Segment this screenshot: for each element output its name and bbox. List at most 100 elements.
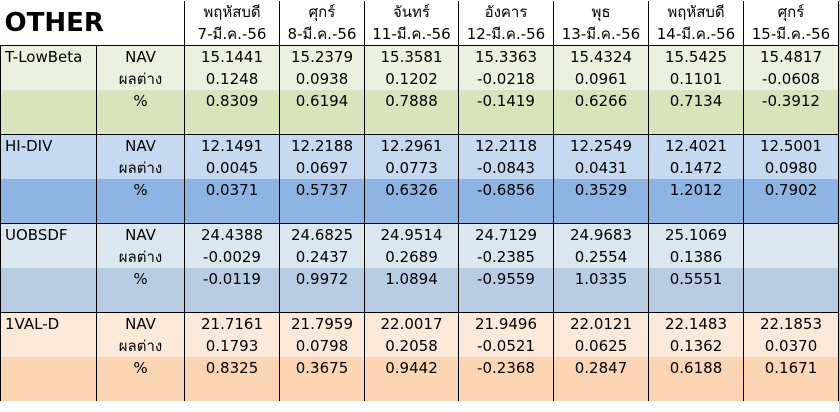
pct-value-cell[interactable]: -0.1419 — [458, 90, 554, 112]
nav-value-cell[interactable]: 21.7161 — [184, 312, 280, 335]
diff-value-cell[interactable]: 0.1202 — [364, 68, 459, 90]
pct-value-cell[interactable]: 0.3675 — [279, 357, 365, 379]
empty-cell[interactable] — [0, 179, 97, 201]
row-label-cell[interactable]: NAV — [96, 312, 185, 335]
empty-cell[interactable] — [96, 201, 185, 224]
pct-value-cell[interactable]: 0.6188 — [648, 357, 744, 379]
pct-value-cell[interactable]: 0.6194 — [279, 90, 365, 112]
empty-cell[interactable] — [96, 379, 185, 401]
nav-value-cell[interactable]: 15.3363 — [458, 45, 554, 68]
pct-value-cell[interactable]: 1.2012 — [648, 179, 744, 201]
diff-value-cell[interactable]: 0.0773 — [364, 157, 459, 179]
pct-value-cell[interactable]: 0.7134 — [648, 90, 744, 112]
diff-value-cell[interactable]: 0.0980 — [743, 157, 839, 179]
pct-value-cell[interactable]: 0.5737 — [279, 179, 365, 201]
pct-value-cell[interactable]: -0.3912 — [743, 90, 839, 112]
diff-value-cell[interactable]: -0.0843 — [458, 157, 554, 179]
row-label-cell[interactable]: % — [96, 268, 185, 290]
pct-value-cell[interactable]: 0.5551 — [648, 268, 744, 290]
empty-cell[interactable] — [184, 112, 280, 135]
pct-value-cell[interactable]: 0.7888 — [364, 90, 459, 112]
header-date-cell[interactable]: 11-มี.ค.-56 — [364, 23, 459, 46]
empty-cell[interactable] — [96, 112, 185, 135]
empty-cell[interactable] — [0, 268, 97, 290]
nav-value-cell[interactable]: 15.5425 — [648, 45, 744, 68]
diff-value-cell[interactable]: -0.0218 — [458, 68, 554, 90]
empty-cell[interactable] — [0, 201, 97, 224]
pct-value-cell[interactable]: 0.8309 — [184, 90, 280, 112]
pct-value-cell[interactable]: 0.6266 — [553, 90, 649, 112]
row-label-cell[interactable]: % — [96, 357, 185, 379]
nav-value-cell[interactable]: 22.1483 — [648, 312, 744, 335]
fund-name-cell[interactable]: 1VAL-D — [0, 312, 97, 335]
diff-value-cell[interactable]: 0.1472 — [648, 157, 744, 179]
nav-value-cell[interactable]: 22.1853 — [743, 312, 839, 335]
pct-value-cell[interactable]: -0.2368 — [458, 357, 554, 379]
empty-cell[interactable] — [364, 290, 459, 313]
diff-value-cell[interactable]: 0.1101 — [648, 68, 744, 90]
nav-value-cell[interactable]: 24.9514 — [364, 223, 459, 246]
empty-cell[interactable] — [0, 157, 97, 179]
pct-value-cell[interactable]: -0.6856 — [458, 179, 554, 201]
nav-value-cell[interactable]: 22.0017 — [364, 312, 459, 335]
empty-cell[interactable] — [648, 290, 744, 313]
empty-cell[interactable] — [184, 290, 280, 313]
pct-value-cell[interactable]: -0.0119 — [184, 268, 280, 290]
pct-value-cell[interactable]: 1.0894 — [364, 268, 459, 290]
header-day-cell[interactable]: จันทร์ — [364, 1, 459, 23]
empty-cell[interactable] — [0, 246, 97, 268]
nav-value-cell[interactable]: 21.9496 — [458, 312, 554, 335]
nav-value-cell[interactable]: 15.2379 — [279, 45, 365, 68]
nav-value-cell[interactable]: 25.1069 — [648, 223, 744, 246]
diff-value-cell[interactable]: 0.1793 — [184, 335, 280, 357]
empty-cell[interactable] — [0, 335, 97, 357]
nav-value-cell[interactable]: 12.2549 — [553, 134, 649, 157]
row-label-cell[interactable]: NAV — [96, 134, 185, 157]
fund-name-cell[interactable]: UOBSDF — [0, 223, 97, 246]
empty-cell[interactable] — [553, 290, 649, 313]
pct-value-cell[interactable]: 0.6326 — [364, 179, 459, 201]
pct-value-cell[interactable]: 0.9972 — [279, 268, 365, 290]
nav-value-cell[interactable]: 12.2118 — [458, 134, 554, 157]
header-day-cell[interactable]: ศุกร์ — [279, 1, 365, 23]
header-day-cell[interactable]: พฤหัสบดี — [184, 1, 280, 23]
pct-value-cell[interactable]: -0.9559 — [458, 268, 554, 290]
header-date-cell[interactable]: 14-มี.ค.-56 — [648, 23, 744, 46]
diff-value-cell[interactable]: -0.0029 — [184, 246, 280, 268]
diff-value-cell[interactable]: 0.0045 — [184, 157, 280, 179]
diff-value-cell[interactable]: 0.2689 — [364, 246, 459, 268]
empty-cell[interactable] — [743, 379, 839, 401]
diff-value-cell[interactable]: 0.0961 — [553, 68, 649, 90]
diff-value-cell[interactable]: -0.0608 — [743, 68, 839, 90]
nav-value-cell[interactable]: 24.7129 — [458, 223, 554, 246]
row-label-cell[interactable]: % — [96, 90, 185, 112]
empty-cell[interactable] — [553, 112, 649, 135]
diff-value-cell[interactable]: 0.0798 — [279, 335, 365, 357]
header-date-cell[interactable]: 8-มี.ค.-56 — [279, 23, 365, 46]
header-day-cell[interactable]: อังคาร — [458, 1, 554, 23]
empty-cell[interactable] — [0, 357, 97, 379]
diff-value-cell[interactable]: 0.2437 — [279, 246, 365, 268]
nav-value-cell[interactable]: 22.0121 — [553, 312, 649, 335]
row-label-cell[interactable]: ผลต่าง — [96, 246, 185, 268]
empty-cell[interactable] — [458, 112, 554, 135]
empty-cell[interactable] — [279, 290, 365, 313]
nav-value-cell[interactable]: 15.3581 — [364, 45, 459, 68]
diff-value-cell[interactable]: 0.1362 — [648, 335, 744, 357]
empty-cell[interactable] — [458, 379, 554, 401]
empty-cell[interactable] — [648, 379, 744, 401]
empty-cell[interactable] — [648, 201, 744, 224]
empty-cell[interactable] — [0, 379, 97, 401]
empty-cell[interactable] — [743, 290, 839, 313]
header-day-cell[interactable]: ศุกร์ — [743, 1, 839, 23]
nav-value-cell[interactable]: 24.9683 — [553, 223, 649, 246]
nav-value-cell[interactable] — [743, 223, 839, 246]
row-label-cell[interactable]: ผลต่าง — [96, 157, 185, 179]
pct-value-cell[interactable]: 0.3529 — [553, 179, 649, 201]
empty-cell[interactable] — [553, 201, 649, 224]
diff-value-cell[interactable]: -0.0521 — [458, 335, 554, 357]
fund-name-cell[interactable]: HI-DIV — [0, 134, 97, 157]
nav-value-cell[interactable]: 12.5001 — [743, 134, 839, 157]
nav-value-cell[interactable]: 21.7959 — [279, 312, 365, 335]
row-label-cell[interactable]: ผลต่าง — [96, 335, 185, 357]
